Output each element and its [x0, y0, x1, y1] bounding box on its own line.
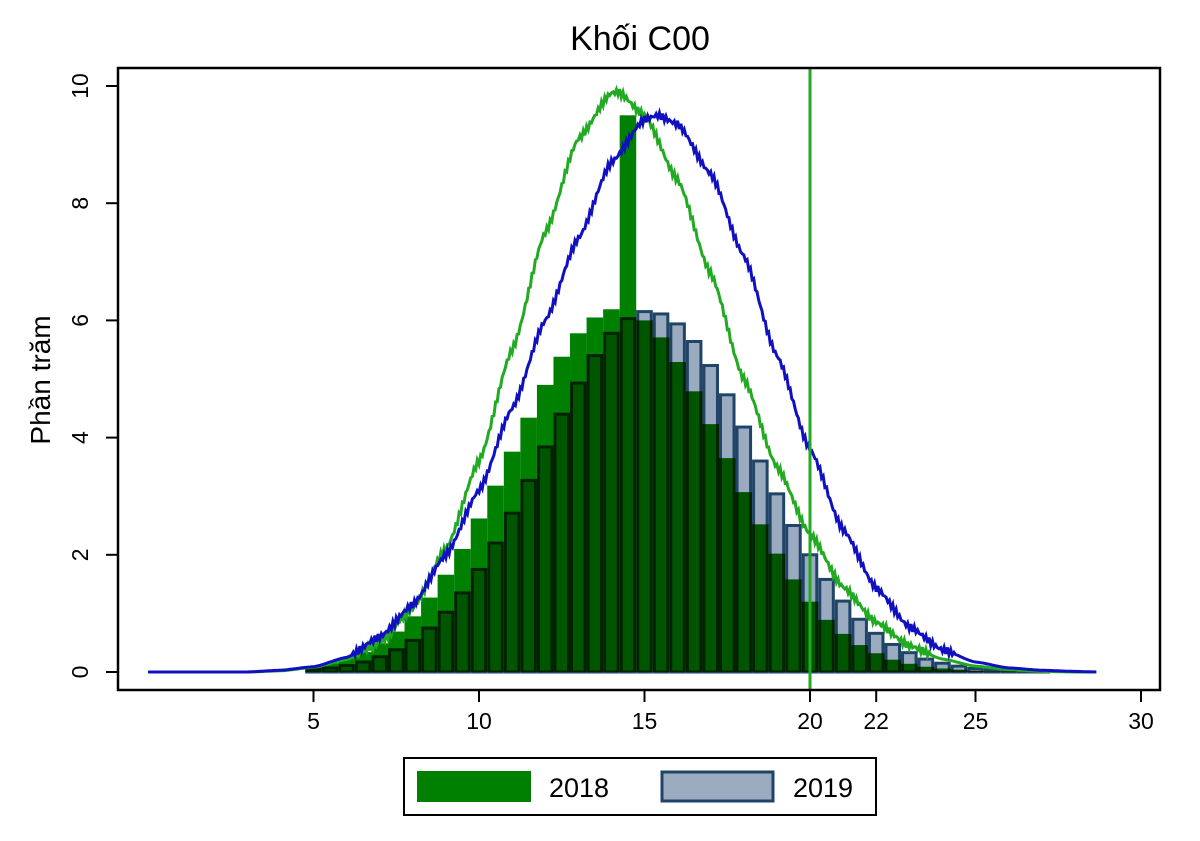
- legend-label-2019: 2019: [793, 773, 853, 803]
- bar-2019: [884, 642, 902, 674]
- bar-2019: [421, 626, 438, 674]
- bar-2019: [685, 339, 703, 674]
- y-tick-label: 2: [67, 548, 93, 561]
- bar-2019: [454, 591, 471, 674]
- bar-2019: [851, 617, 868, 674]
- bar-2019: [702, 364, 719, 674]
- bar-2019: [371, 655, 388, 674]
- y-axis-label: Phần trăm: [25, 315, 56, 444]
- y-tick-label: 4: [67, 431, 93, 444]
- x-tick-label: 25: [963, 708, 989, 734]
- bar-2019: [503, 511, 521, 674]
- bar-2019: [586, 354, 604, 674]
- bar-2019: [636, 310, 653, 674]
- legend: 2018 2019: [403, 757, 877, 816]
- bar-2019: [818, 577, 835, 674]
- x-tick-label: 30: [1128, 708, 1154, 734]
- bar-2019: [570, 381, 587, 674]
- bar-2019: [950, 664, 968, 674]
- bar-2019: [354, 660, 372, 674]
- bar-2019: [785, 524, 802, 674]
- bar-2019: [901, 651, 918, 674]
- bar-2019: [338, 664, 355, 674]
- y-tick-label: 6: [67, 314, 93, 327]
- density-curves: [148, 84, 1097, 674]
- bar-2019: [487, 541, 504, 674]
- bar-2019: [520, 478, 537, 674]
- bar-2019: [752, 459, 769, 674]
- bar-2019: [917, 657, 935, 674]
- legend-label-2018: 2018: [549, 773, 609, 803]
- bar-2019: [470, 567, 488, 674]
- x-tick-label: 20: [797, 708, 823, 734]
- x-axis: 5 10 15 20 22 25 30: [307, 690, 1154, 734]
- y-tick-label: 10: [67, 73, 93, 99]
- y-tick-label: 8: [67, 197, 93, 210]
- bar-2019: [967, 666, 984, 674]
- bar-2019: [768, 492, 786, 674]
- bar-2019: [536, 445, 554, 674]
- bar-2019: [983, 668, 1001, 674]
- bar-2019: [404, 638, 422, 674]
- bar-2019: [867, 631, 885, 674]
- bar-2019: [305, 667, 322, 674]
- plot-frame: [116, 66, 1162, 692]
- legend-swatch-2018: [417, 771, 531, 802]
- bar-2019: [387, 648, 405, 674]
- legend-swatch-2019: [660, 770, 775, 803]
- x-tick-label: 10: [466, 708, 492, 734]
- bar-2019: [437, 610, 455, 674]
- bar-2019: [934, 661, 951, 674]
- bar-2019: [603, 331, 620, 674]
- bar-2019: [553, 412, 571, 674]
- bar-2019: [718, 393, 736, 674]
- bar-2019: [321, 666, 339, 674]
- bar-2019: [834, 599, 852, 674]
- bar-2019: [669, 322, 686, 674]
- bar-2019: [652, 312, 670, 674]
- bar-2019: [619, 317, 637, 674]
- x-tick-label: 5: [307, 708, 320, 734]
- chart-title: Khối C00: [570, 20, 710, 58]
- density-curve-blue: [148, 107, 1097, 674]
- bar-2019: [735, 425, 753, 674]
- y-axis: 0 2 4 6 8 10: [67, 73, 118, 678]
- y-tick-label: 0: [67, 666, 93, 679]
- x-tick-label: 22: [863, 708, 889, 734]
- x-tick-label: 15: [632, 708, 658, 734]
